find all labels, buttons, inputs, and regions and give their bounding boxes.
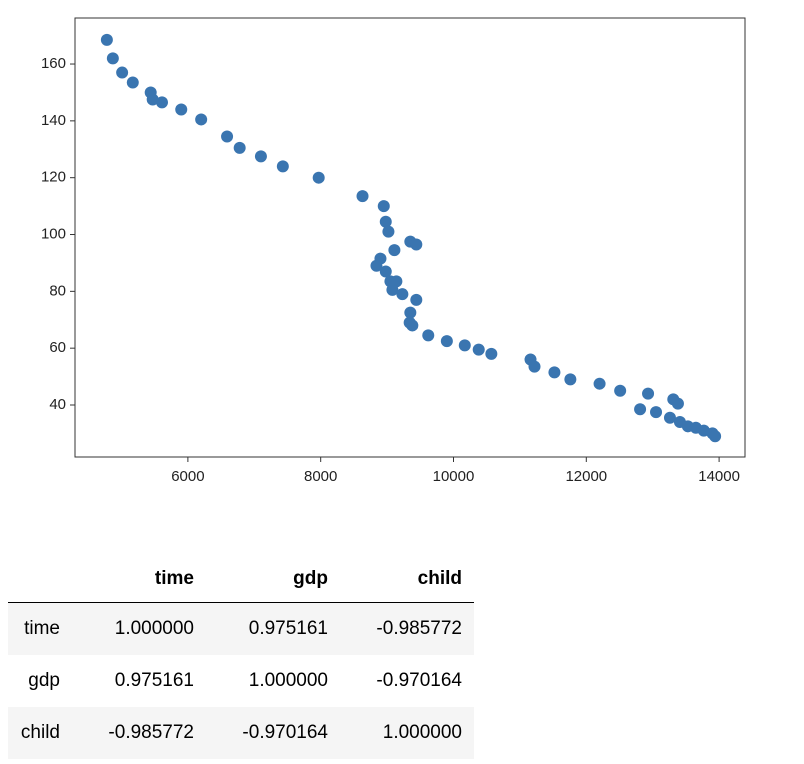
- point: [386, 283, 399, 296]
- point: [233, 141, 246, 154]
- x-tick-label: 10000: [433, 468, 475, 485]
- point: [663, 411, 676, 424]
- point: [382, 225, 395, 238]
- table-cell: 0.975161: [248, 618, 328, 639]
- point: [254, 150, 267, 163]
- y-tick-label: 60: [49, 339, 66, 356]
- point: [379, 265, 392, 278]
- point: [404, 306, 417, 319]
- table-cell: -0.970164: [376, 670, 462, 691]
- table-cell: 1.000000: [114, 618, 194, 639]
- chart: 6000 8000 10000 12000 14000 40 60 80 100 120 140 16…: [41, 17, 746, 485]
- y-tick-label: 160: [41, 55, 66, 72]
- point: [195, 113, 208, 126]
- table-cell: 1.000000: [248, 670, 328, 691]
- point: [100, 33, 113, 46]
- point: [440, 335, 453, 348]
- point: [406, 319, 419, 332]
- point: [709, 430, 722, 443]
- x-tick-label: 14000: [698, 468, 740, 485]
- point: [472, 343, 485, 356]
- point: [642, 387, 655, 400]
- point: [155, 96, 168, 109]
- point: [485, 347, 498, 360]
- point: [593, 377, 606, 390]
- point: [370, 259, 383, 272]
- point: [221, 130, 234, 143]
- point: [634, 403, 647, 416]
- column-header: gdp: [206, 556, 340, 603]
- x-tick-label: 8000: [304, 468, 337, 485]
- point: [410, 238, 423, 251]
- point: [388, 244, 401, 257]
- x-tick-label: 6000: [171, 468, 204, 485]
- point: [312, 171, 325, 184]
- table-row: child -0.985772 -0.970164 1.000000: [8, 707, 474, 759]
- table-cell: 1.000000: [382, 722, 462, 743]
- row-label: gdp: [28, 670, 60, 691]
- point: [377, 200, 390, 213]
- row-label: time: [24, 618, 60, 639]
- y-tick-label: 120: [41, 169, 66, 186]
- table-cell: -0.970164: [242, 722, 328, 743]
- column-header: child: [340, 556, 474, 603]
- y-tick-label: 100: [41, 225, 66, 242]
- point: [356, 190, 369, 203]
- point: [175, 103, 188, 116]
- y-tick-label: 40: [49, 396, 66, 413]
- table-row: gdp 0.975161 1.000000 -0.970164: [8, 655, 474, 707]
- point: [650, 406, 663, 419]
- table-cell: 0.975161: [114, 670, 194, 691]
- point: [410, 293, 423, 306]
- point: [458, 339, 471, 352]
- point: [379, 215, 392, 228]
- row-label: child: [20, 722, 60, 743]
- y-tick-label: 140: [41, 112, 66, 129]
- point: [422, 329, 435, 342]
- column-header: time: [72, 556, 206, 603]
- point: [106, 52, 119, 65]
- correlation-table: time gdp child time 1.000000 0.975161 -0.9857…: [8, 556, 474, 759]
- table-row: time 1.000000 0.975161 -0.985772: [8, 602, 474, 655]
- point: [126, 76, 139, 89]
- x-tick-label: 12000: [565, 468, 607, 485]
- y-tick-label: 80: [49, 282, 66, 299]
- point: [116, 66, 129, 79]
- table-cell: -0.985772: [108, 722, 194, 743]
- table-cell: -0.985772: [376, 618, 462, 639]
- point: [614, 384, 627, 397]
- index-header: [8, 556, 72, 603]
- point: [671, 397, 684, 410]
- plot-frame: [74, 17, 746, 458]
- point: [276, 160, 289, 173]
- point: [146, 93, 159, 106]
- point: [564, 373, 577, 386]
- point: [548, 366, 561, 379]
- point: [528, 360, 541, 373]
- point: [396, 288, 409, 301]
- header-row: time gdp child: [8, 556, 474, 603]
